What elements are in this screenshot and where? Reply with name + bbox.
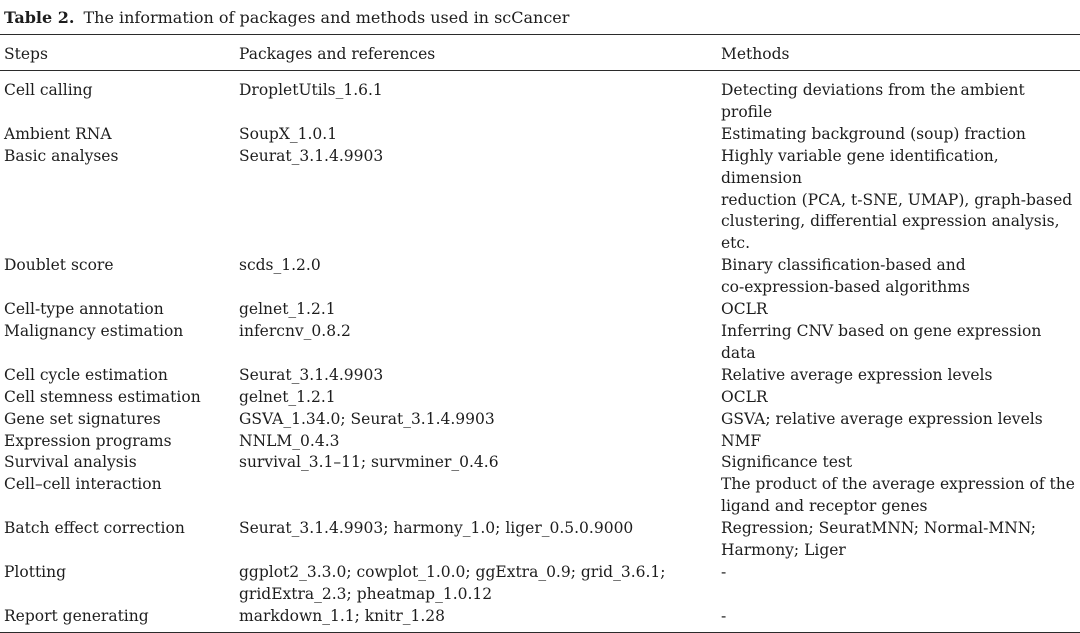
column-header-steps: Steps <box>0 34 239 71</box>
packages-cell: gelnet_1.2.1 <box>239 300 336 319</box>
packages-cell: survival_3.1–11; survminer_0.4.6 <box>239 453 499 472</box>
table-row: Cell stemness estimation gelnet_1.2.1 OC… <box>0 387 1080 409</box>
packages-cell: SoupX_1.0.1 <box>239 124 338 143</box>
packages-cell: infercnv_0.8.2 <box>239 321 351 340</box>
methods-cell: OCLR <box>721 300 768 319</box>
step-cell: Cell–cell interaction <box>4 475 162 494</box>
step-cell: Doublet score <box>4 256 114 275</box>
table-row: Batch effect correction Seurat_3.1.4.990… <box>0 518 1080 562</box>
table-row: Ambient RNA SoupX_1.0.1 Estimating backg… <box>0 124 1080 146</box>
step-cell: Survival analysis <box>4 453 137 472</box>
methods-cell: Highly variable gene identification, dim… <box>721 146 1073 253</box>
methods-cell: Inferring CNV based on gene expression d… <box>721 321 1042 362</box>
column-header-methods: Methods <box>721 34 1080 71</box>
methods-cell: Binary classification-based and co-expre… <box>721 256 970 297</box>
header-row: Steps Packages and references Methods <box>0 34 1080 71</box>
step-cell: Batch effect correction <box>4 519 185 538</box>
packages-cell: GSVA_1.34.0; Seurat_3.1.4.9903 <box>239 409 495 428</box>
packages-methods-table: Steps Packages and references Methods Ce… <box>0 34 1080 633</box>
methods-cell: NMF <box>721 431 762 450</box>
table-row: Report generating markdown_1.1; knitr_1.… <box>0 606 1080 632</box>
table-row: Malignancy estimation infercnv_0.8.2 Inf… <box>0 321 1080 365</box>
methods-cell: Detecting deviations from the ambient pr… <box>721 81 1025 121</box>
step-cell: Cell stemness estimation <box>4 387 201 406</box>
table-row: Cell cycle estimation Seurat_3.1.4.9903 … <box>0 365 1080 387</box>
packages-cell: ggplot2_3.3.0; cowplot_1.0.0; ggExtra_0.… <box>239 562 666 603</box>
step-cell: Ambient RNA <box>4 124 112 143</box>
table-row: Cell calling DropletUtils_1.6.1 Detectin… <box>0 71 1080 124</box>
table-caption-label: Table 2. <box>4 8 75 27</box>
methods-cell: The product of the average expression of… <box>721 475 1075 516</box>
table-row: Cell–cell interaction The product of the… <box>0 474 1080 518</box>
step-cell: Plotting <box>4 562 67 581</box>
table-row: Basic analyses Seurat_3.1.4.9903 Highly … <box>0 146 1080 256</box>
step-cell: Malignancy estimation <box>4 321 184 340</box>
step-cell: Gene set signatures <box>4 409 161 428</box>
methods-cell: Regression; SeuratMNN; Normal-MNN; Harmo… <box>721 519 1037 560</box>
methods-cell: - <box>721 562 727 581</box>
packages-cell: Seurat_3.1.4.9903; harmony_1.0; liger_0.… <box>239 519 634 538</box>
packages-cell: scds_1.2.0 <box>239 256 321 275</box>
table-row: Cell-type annotation gelnet_1.2.1 OCLR <box>0 299 1080 321</box>
step-cell: Cell calling <box>4 81 93 99</box>
packages-cell: Seurat_3.1.4.9903 <box>239 365 384 384</box>
table-row: Doublet score scds_1.2.0 Binary classifi… <box>0 255 1080 299</box>
table-row: Survival analysis survival_3.1–11; survm… <box>0 452 1080 474</box>
methods-cell: Significance test <box>721 453 853 472</box>
table-row: Gene set signatures GSVA_1.34.0; Seurat_… <box>0 409 1080 431</box>
packages-cell: markdown_1.1; knitr_1.28 <box>239 606 446 625</box>
methods-cell: GSVA; relative average expression levels <box>721 409 1043 428</box>
column-header-packages: Packages and references <box>239 34 721 71</box>
methods-cell: OCLR <box>721 387 768 406</box>
packages-cell: Seurat_3.1.4.9903 <box>239 146 384 165</box>
methods-cell: Relative average expression levels <box>721 365 993 384</box>
packages-cell: DropletUtils_1.6.1 <box>239 81 383 99</box>
table-row: Plotting ggplot2_3.3.0; cowplot_1.0.0; g… <box>0 562 1080 606</box>
packages-cell <box>239 474 721 518</box>
packages-cell: NNLM_0.4.3 <box>239 431 340 450</box>
table-header: Steps Packages and references Methods <box>0 34 1080 71</box>
step-cell: Report generating <box>4 606 149 625</box>
methods-cell: - <box>721 606 727 625</box>
table-caption: Table 2. The information of packages and … <box>0 0 1080 34</box>
packages-cell: gelnet_1.2.1 <box>239 387 336 406</box>
methods-cell: Estimating background (soup) fraction <box>721 124 1026 143</box>
table-row: Expression programs NNLM_0.4.3 NMF <box>0 431 1080 453</box>
table-caption-text: The information of packages and methods … <box>83 8 570 27</box>
step-cell: Cell cycle estimation <box>4 365 168 384</box>
step-cell: Cell-type annotation <box>4 300 164 319</box>
step-cell: Expression programs <box>4 431 172 450</box>
step-cell: Basic analyses <box>4 146 119 165</box>
table-body: Cell calling DropletUtils_1.6.1 Detectin… <box>0 71 1080 633</box>
